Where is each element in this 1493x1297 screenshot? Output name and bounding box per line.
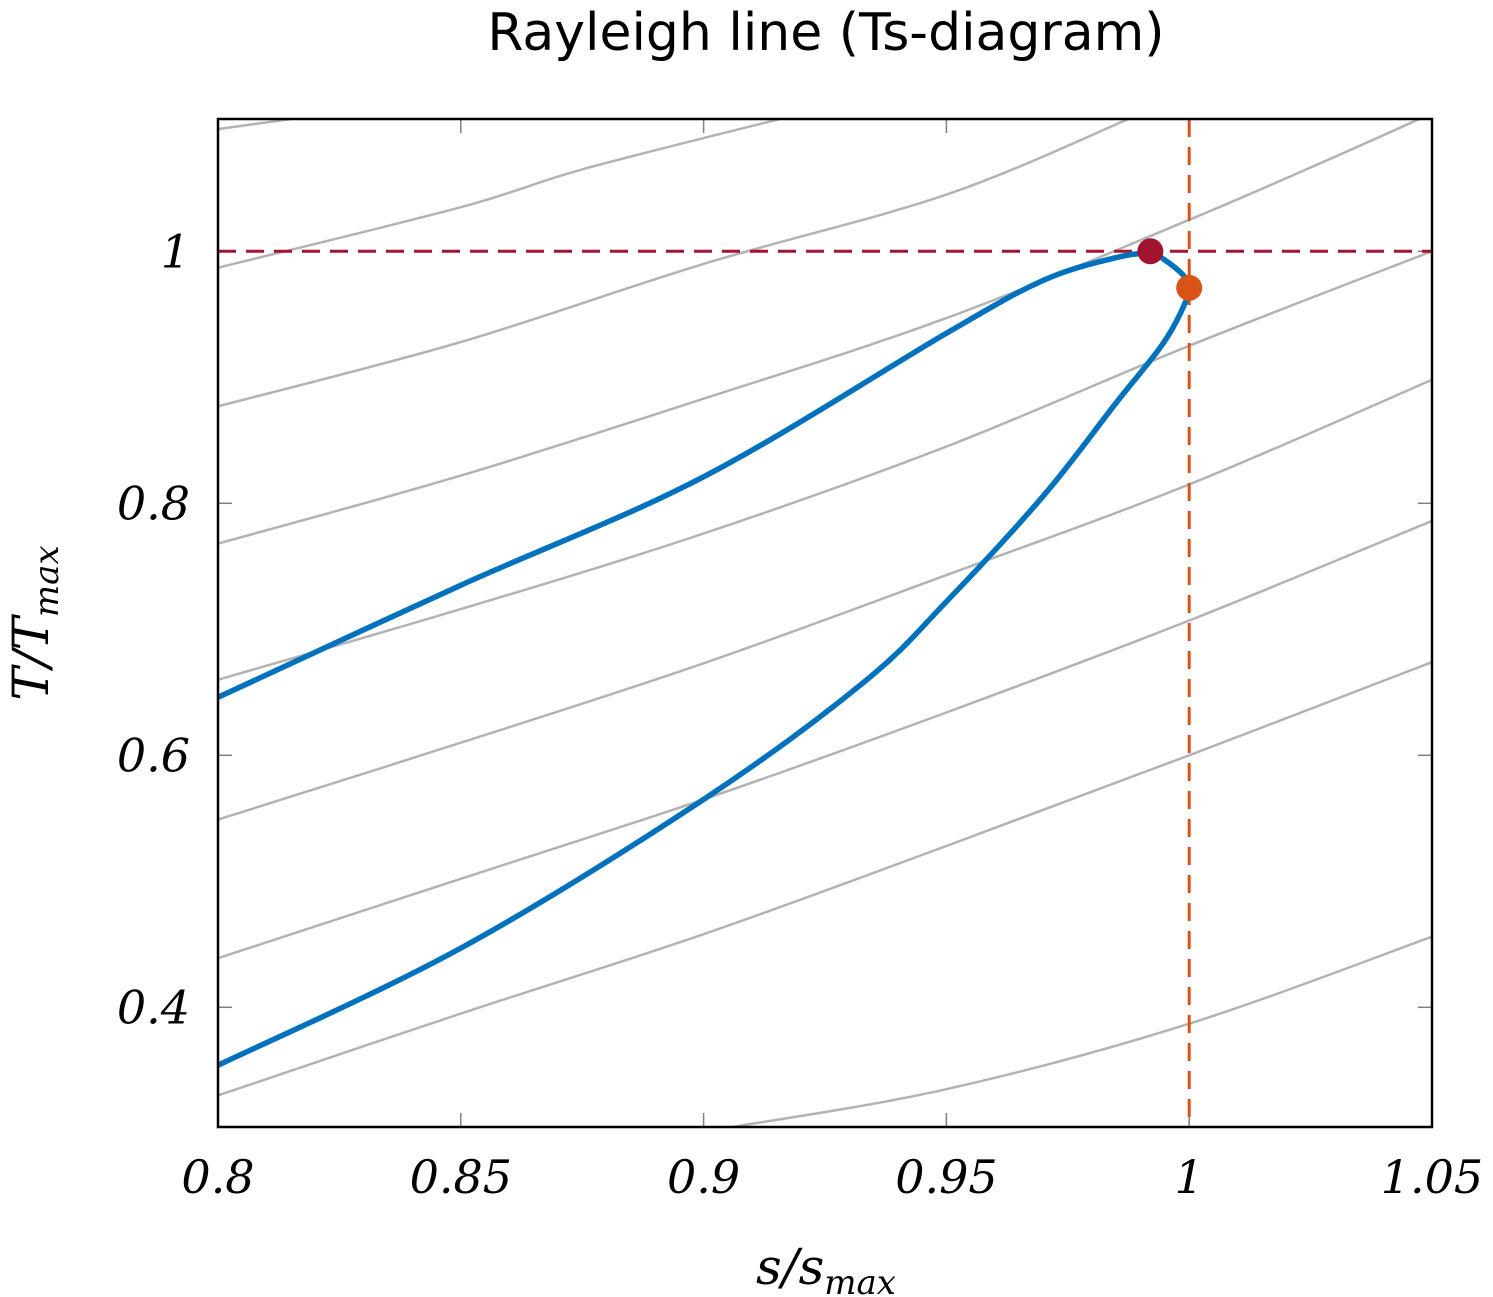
- x-axis-label-subscript: max: [824, 1263, 896, 1297]
- x-tick-label-4: 1: [1175, 1150, 1204, 1204]
- x-tick-label-1: 0.85: [410, 1150, 512, 1204]
- x-axis-label: s/smax: [756, 1238, 896, 1297]
- isobar-line-6: [218, 519, 1432, 960]
- x-axis-label-main: s: [756, 1238, 782, 1296]
- x-tick-label-0: 0.8: [181, 1150, 254, 1204]
- tick-marks: [217, 119, 1433, 1127]
- isobar-line-7: [218, 660, 1432, 1097]
- isobar-line-3: [218, 119, 1420, 545]
- y-axis-label: T/Tmax: [2, 545, 67, 700]
- y-axis-label-main: T: [2, 664, 60, 701]
- y-tick-labels: 0.4 0.6 0.8 1: [117, 224, 190, 1034]
- y-tick-label-0: 0.4: [117, 980, 190, 1034]
- y-tick-label-3: 1: [161, 224, 190, 278]
- isobar-line-2: [218, 119, 1129, 408]
- x-axis-label-sep: /: [778, 1238, 803, 1296]
- x-tick-label-3: 0.95: [895, 1150, 997, 1204]
- rayleigh-series: [218, 250, 1194, 1069]
- x-tick-label-2: 0.9: [667, 1150, 740, 1204]
- isobar-line-4: [218, 250, 1432, 681]
- x-axis-label-base: s: [799, 1238, 825, 1296]
- y-axis-label-subscript: max: [27, 545, 67, 617]
- rayleigh-line: [218, 250, 1194, 1069]
- isobar-line-8: [732, 935, 1432, 1127]
- plot-frame: [216, 117, 1434, 1129]
- y-tick-label-1: 0.6: [117, 728, 190, 782]
- y-axis-label-base: T: [2, 613, 60, 650]
- isobar-line-0: [218, 119, 292, 131]
- max-temperature-marker: [1137, 238, 1164, 265]
- point-markers: [1137, 238, 1203, 301]
- max-entropy-marker: [1176, 274, 1203, 301]
- chart-title: Rayleigh line (Ts-diagram): [487, 3, 1164, 63]
- isobar-line-5: [218, 378, 1432, 821]
- isobar-line-1: [218, 119, 781, 269]
- y-axis-label-sep: /: [2, 646, 60, 671]
- x-tick-labels: 0.8 0.85 0.9 0.95 1 1.05: [181, 1150, 1483, 1204]
- isobar-lines: [218, 119, 1432, 1127]
- x-tick-label-5: 1.05: [1381, 1150, 1483, 1204]
- y-tick-label-2: 0.8: [117, 476, 190, 530]
- reference-lines: [218, 119, 1432, 1127]
